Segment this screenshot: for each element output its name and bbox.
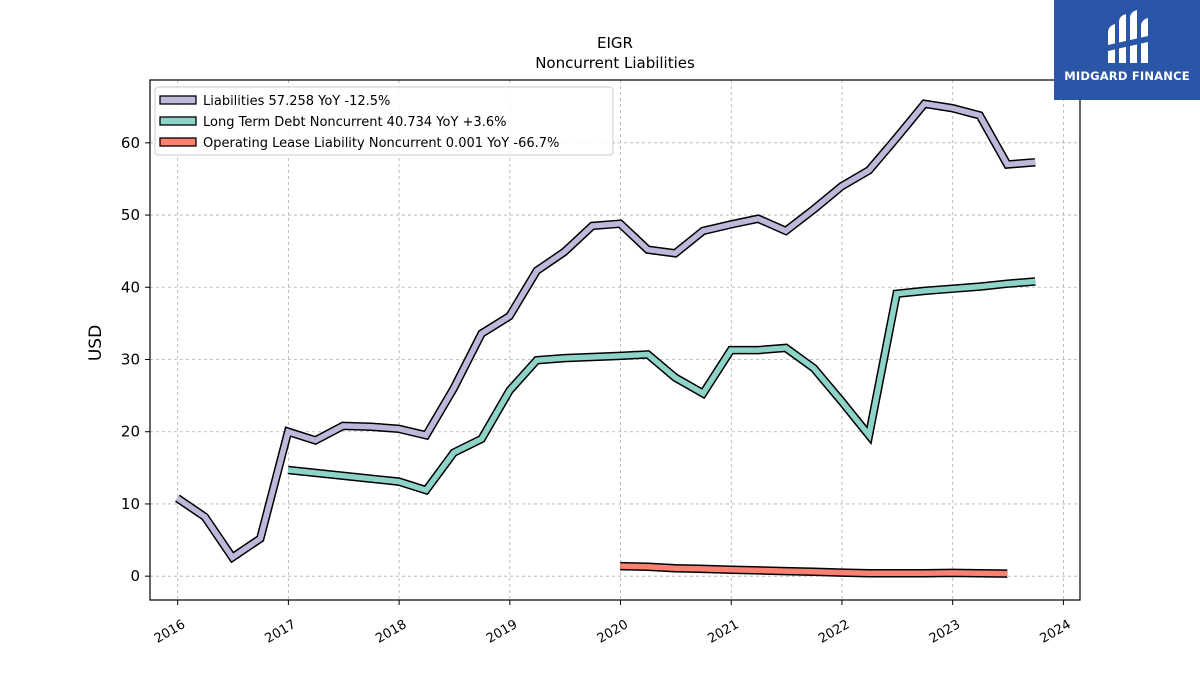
legend-box (154, 86, 614, 156)
y-tick-label: 40 (121, 278, 140, 296)
legend-swatch (159, 116, 197, 126)
series-outline (287, 277, 1036, 496)
x-tick-label: 2020 (595, 617, 631, 647)
series-line (175, 100, 1036, 562)
chart-subtitle: Noncurrent Liabilities (535, 54, 695, 72)
y-axis-label: USD (86, 325, 106, 361)
grid (150, 80, 1080, 600)
x-tick-label: 2024 (1038, 617, 1074, 647)
y-tick-label: 50 (121, 206, 140, 224)
x-tick-label: 2018 (373, 617, 409, 647)
x-tick-label: 2019 (484, 617, 520, 647)
x-tick-label: 2021 (705, 617, 741, 647)
y-tick-label: 0 (130, 567, 140, 585)
x-tick-label: 2016 (152, 617, 188, 647)
x-tick-label: 2017 (263, 617, 299, 647)
legend-swatch (159, 137, 197, 147)
plot-frame (149, 79, 1081, 601)
series-line (620, 563, 1008, 577)
x-tick-label: 2022 (816, 617, 852, 647)
legend-swatch (159, 95, 197, 105)
legend-label: Operating Lease Liability Noncurrent 0.0… (203, 136, 559, 151)
brand-logo: MIDGARD FINANCE (1054, 0, 1200, 100)
brand-name: MIDGARD FINANCE (1064, 69, 1190, 83)
legend: Liabilities 57.258 YoY -12.5% Long Term D… (154, 86, 614, 156)
legend-label: Liabilities 57.258 YoY -12.5% (203, 94, 390, 109)
chart-title: EIGR (597, 34, 633, 52)
series-line (287, 278, 1036, 494)
y-tick-label: 30 (121, 351, 140, 369)
brand-logo-icon (1108, 10, 1148, 63)
series-lines (175, 99, 1036, 578)
y-tick-label: 20 (121, 423, 140, 441)
legend-label: Long Term Debt Noncurrent 40.734 YoY +3.… (203, 115, 506, 130)
series-outline (175, 99, 1036, 564)
y-tick-label: 10 (121, 495, 140, 513)
y-tick-label: 60 (121, 134, 140, 152)
x-tick-label: 2023 (927, 617, 963, 647)
